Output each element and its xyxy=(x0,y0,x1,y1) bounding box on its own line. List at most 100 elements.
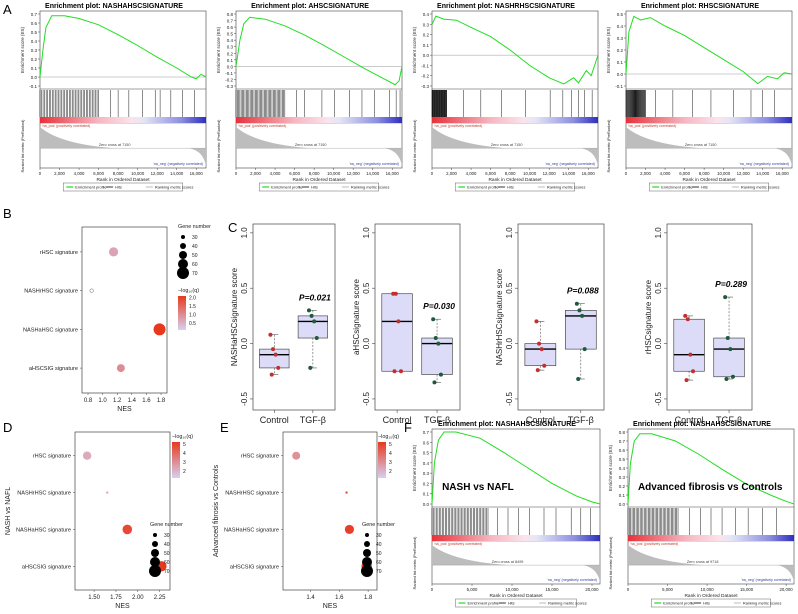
size-legend-dot xyxy=(151,549,159,557)
y-axis-label: Ranked list metric (PreRanked) xyxy=(607,119,611,172)
x-tick-label: 8,000 xyxy=(699,171,710,176)
x-tick-label: 4,000 xyxy=(660,171,671,176)
y-tick-label: -0.1 xyxy=(421,63,429,68)
x-axis-label: NES xyxy=(115,603,130,610)
panel-letter: A xyxy=(3,2,12,17)
zero-cross-label: Zero cross at 7150 xyxy=(295,143,327,147)
legend-label: Ranking metric scores xyxy=(548,601,587,606)
data-point xyxy=(688,352,693,357)
size-legend-dot xyxy=(153,533,157,537)
y-tick-label: 0.0 xyxy=(362,337,371,349)
data-point xyxy=(271,347,276,352)
x-tick-label: 2.25 xyxy=(154,595,166,601)
data-point xyxy=(392,369,397,374)
size-legend-dot xyxy=(363,549,371,557)
panel-letter: E xyxy=(220,420,229,435)
group-label: Control xyxy=(526,415,555,425)
x-tick-label: 1.8 xyxy=(364,595,373,601)
y-tick-label: 0.5 xyxy=(362,282,371,294)
data-point xyxy=(582,347,587,352)
data-point xyxy=(691,369,695,374)
ranked-metric-area xyxy=(626,127,792,167)
y-tick-label: 0.7 xyxy=(31,12,38,17)
y-tick-label: 0.1 xyxy=(423,492,430,497)
size-legend-label: 40 xyxy=(192,244,198,250)
x-tick-label: 1.75 xyxy=(110,595,122,601)
size-legend-label: 70 xyxy=(376,569,382,575)
gsea-panel-A4: Enrichment plot: RHSCSIGNATURE 0.5 0.4 0.3 0… xyxy=(606,3,793,192)
y-tick-label: -0.2 xyxy=(225,77,233,82)
size-legend-dot xyxy=(152,541,158,547)
gsea-title: Enrichment plot: NASHAHSCSIGNATURE xyxy=(633,421,771,428)
p-value-label: P=0.021 xyxy=(299,292,331,302)
y-axis-label: Enrichment score (ES) xyxy=(608,444,613,491)
gsea-panel-F2: Enrichment plot: NASHAHSCSIGNATURE 0.8 0.7… xyxy=(608,421,795,608)
y-tick-label: 0.1 xyxy=(423,43,430,48)
y-axis-label: aHSCsignature score xyxy=(352,278,361,355)
data-point xyxy=(276,365,281,370)
y-tick-label: 0.7 xyxy=(227,19,234,24)
size-legend-dot xyxy=(180,243,186,249)
x-tick-label: 10,000 xyxy=(327,171,341,176)
panel-letter: C xyxy=(228,220,237,235)
y-axis-label: NASHaHSCsignature score xyxy=(230,267,239,366)
x-tick-label: 6,000 xyxy=(93,171,104,176)
size-legend-label: 60 xyxy=(192,262,198,268)
legend-label: Enrichment profile xyxy=(468,601,499,606)
y-tick-label: 0.7 xyxy=(619,439,626,444)
x-tick-label: 1.6 xyxy=(142,398,151,404)
size-legend-title: Gene number xyxy=(150,522,183,528)
y-tick-label: 0.0 xyxy=(227,64,234,69)
y-tick-label: 0.6 xyxy=(423,440,430,445)
color-legend-label: 4 xyxy=(183,451,186,457)
ranked-metric-area xyxy=(236,127,402,167)
y-tick-label: 0.4 xyxy=(423,461,430,466)
panel-letter: D xyxy=(3,420,12,435)
x-tick-label: 20,000 xyxy=(585,587,599,592)
dot-point xyxy=(106,491,109,494)
neg-label: 'na_neg' (negatively correlated) xyxy=(545,162,595,166)
legend-label: Enrichment profile xyxy=(663,601,694,606)
gsea-legend xyxy=(258,182,380,192)
y-tick-label: -0.3 xyxy=(225,84,233,89)
x-tick-label: 10,000 xyxy=(523,171,537,176)
gsea-frame xyxy=(235,10,403,169)
color-legend-label: 0.5 xyxy=(189,321,196,327)
y-tick-label: 0.2 xyxy=(227,51,234,56)
zero-cross-label: Zero cross at 7150 xyxy=(491,143,523,147)
x-tick-label: 6,000 xyxy=(289,171,300,176)
dot-point xyxy=(89,288,94,293)
x-tick-label: 12,000 xyxy=(347,171,361,176)
y-tick-label: 0.6 xyxy=(619,448,626,453)
pos-label: 'na_pos' (positively correlated) xyxy=(434,124,482,128)
category-label: NASHaHSC signature xyxy=(23,327,78,333)
ranked-metric-area xyxy=(40,127,206,167)
group-label: TGF-β xyxy=(568,415,594,425)
gsea-title: Enrichment plot: NASHAHSCSIGNATURE xyxy=(45,3,183,10)
size-legend-label: 60 xyxy=(164,560,170,566)
legend-label: Hits xyxy=(703,601,710,606)
data-point xyxy=(433,336,438,341)
zero-cross-label: Zero cross at 7150 xyxy=(99,143,131,147)
rank-bar xyxy=(236,117,402,123)
color-legend-bar xyxy=(378,442,386,478)
es-curve xyxy=(235,16,403,86)
size-legend-label: 40 xyxy=(376,542,382,548)
y-tick-label: 0.1 xyxy=(31,66,38,71)
pos-label: 'na_pos' (positively correlated) xyxy=(238,124,286,128)
zero-cross-label: Zero cross at 7150 xyxy=(685,143,717,147)
gsea-legend xyxy=(648,182,770,192)
x-tick-label: 10,000 xyxy=(717,171,731,176)
x-axis-label: NES xyxy=(323,603,338,610)
color-legend-label: 2 xyxy=(183,469,186,475)
y-axis-label: Enrichment score (ES) xyxy=(20,26,25,73)
legend-label: Hits xyxy=(701,185,708,190)
size-legend-label: 50 xyxy=(164,551,170,557)
size-legend-label: 60 xyxy=(376,560,382,566)
y-tick-label: 0.4 xyxy=(423,12,430,17)
y-tick-label: 0.5 xyxy=(654,282,663,294)
x-axis-label: Rank in Ordered Dataset xyxy=(489,593,543,599)
rank-bar xyxy=(40,117,206,123)
legend-label: Enrichment profile xyxy=(467,185,498,190)
dotplot-B: rHSC signature NASHrHSC signature NASHaHSC… xyxy=(23,224,211,413)
